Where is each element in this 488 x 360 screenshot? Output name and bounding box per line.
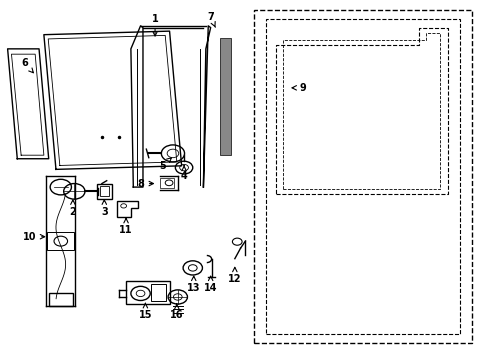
Bar xyxy=(49,293,73,306)
Text: 5: 5 xyxy=(159,158,171,171)
Bar xyxy=(220,38,230,155)
Bar xyxy=(96,184,112,199)
Text: 10: 10 xyxy=(22,232,44,242)
Text: 4: 4 xyxy=(181,166,187,181)
Text: 12: 12 xyxy=(227,267,241,284)
Text: 2: 2 xyxy=(69,200,76,217)
Text: 1: 1 xyxy=(151,14,158,36)
Text: 9: 9 xyxy=(291,83,305,93)
Text: 14: 14 xyxy=(203,276,217,293)
Text: 15: 15 xyxy=(139,303,152,320)
Bar xyxy=(47,232,74,250)
Bar xyxy=(126,281,169,304)
Text: 3: 3 xyxy=(101,200,107,217)
Text: 16: 16 xyxy=(170,304,183,320)
Bar xyxy=(265,19,459,334)
Text: 8: 8 xyxy=(137,179,153,189)
Text: 13: 13 xyxy=(186,276,200,293)
Bar xyxy=(100,186,108,196)
Text: 11: 11 xyxy=(119,219,133,235)
Bar xyxy=(254,10,471,343)
Bar xyxy=(151,284,165,301)
Bar xyxy=(160,177,174,188)
Text: 6: 6 xyxy=(21,58,33,73)
Text: 7: 7 xyxy=(207,12,215,27)
